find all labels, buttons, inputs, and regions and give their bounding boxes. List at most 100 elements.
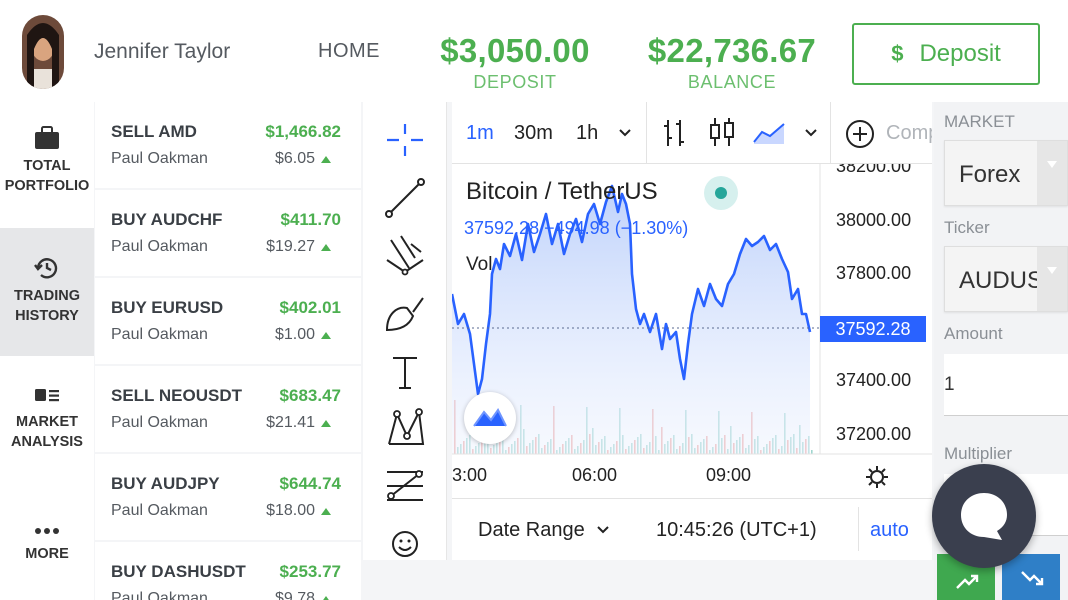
trend-down-icon (1021, 571, 1044, 586)
x-tick-label: 3:00 (452, 465, 488, 485)
toolbar-divider (858, 507, 859, 551)
ticker-label: Ticker (944, 218, 990, 237)
toolbar-divider (830, 102, 831, 163)
amount-value: 1 (944, 374, 955, 395)
trade-amount: $683.47 (279, 386, 341, 405)
trade-price: $9.78 (274, 590, 315, 600)
change-percent: (−1.30%) (614, 218, 689, 238)
prediction-tool[interactable] (383, 464, 427, 508)
list-item[interactable]: BUY EURUSD $402.01 Paul Oakman $1.00 (95, 278, 361, 364)
up-arrow-icon (321, 244, 331, 251)
home-link[interactable]: HOME (318, 40, 380, 62)
list-item[interactable]: BUY AUDJPY $644.74 Paul Oakman $18.00 (95, 454, 361, 540)
trade-amount: $402.01 (279, 298, 341, 317)
pattern-icon (388, 408, 425, 445)
trade-title: SELL NEOUSDT (111, 386, 242, 405)
y-tick-label: 37800.00 (836, 263, 912, 283)
avatar[interactable] (22, 15, 64, 89)
y-tick-label: 38000.00 (836, 210, 912, 230)
up-arrow-icon (321, 420, 331, 427)
x-tick-label: 09:00 (706, 465, 752, 485)
dollar-icon: $ (891, 41, 904, 66)
list-item[interactable]: BUY DASHUSDT $253.77 Paul Oakman $9.78 (95, 542, 361, 600)
list-item[interactable]: BUY AUDCHF $411.70 Paul Oakman $19.27 (95, 190, 361, 276)
deposit-amount: $3,050.00 (440, 32, 590, 69)
trade-user: Paul Oakman (111, 590, 208, 600)
up-arrow-icon (321, 596, 331, 600)
price-line (452, 184, 812, 396)
timeframe-30m[interactable]: 30m (514, 122, 553, 144)
chevron-down-icon[interactable] (804, 126, 818, 140)
text-icon (393, 357, 417, 389)
ticker-select[interactable]: AUDUSD (944, 246, 1068, 312)
nav-more[interactable]: MORE (0, 524, 94, 584)
crosshair-tool[interactable] (383, 118, 427, 162)
trade-user: Paul Oakman (111, 238, 208, 255)
x-tick-label: 06:00 (572, 465, 618, 485)
trade-user: Paul Oakman (111, 414, 208, 431)
toolbar-divider (646, 102, 647, 163)
nav-label-line2: ANALYSIS (11, 434, 83, 450)
trade-amount: $1,466.82 (265, 122, 341, 141)
settings-gear-icon[interactable] (864, 464, 890, 490)
trade-title: BUY AUDJPY (111, 474, 220, 493)
pattern-tool[interactable] (383, 406, 427, 450)
list-item[interactable]: SELL NEOUSDT $683.47 Paul Oakman $21.41 (95, 366, 361, 452)
nav-total-portfolio[interactable]: TOTAL PORTFOLIO (0, 126, 94, 206)
auto-scale-button[interactable]: auto (870, 519, 909, 541)
volume-legend: Vol (466, 254, 493, 275)
nav-market-analysis[interactable]: MARKET ANALYSIS (0, 386, 94, 466)
list-item[interactable]: SELL AMD $1,466.82 Paul Oakman $6.05 (95, 102, 361, 188)
brush-tool[interactable] (383, 290, 427, 334)
nav-label-line2: HISTORY (15, 308, 79, 324)
analysis-icon (35, 389, 59, 402)
balance-stat: $22,736.67 BALANCE (642, 32, 822, 93)
trade-history-list: SELL AMD $1,466.82 Paul Oakman $6.05 BUY… (95, 102, 361, 600)
amount-input[interactable]: 1 (944, 354, 1068, 416)
trade-price: $19.27 (266, 238, 315, 255)
y-tick-label: 37200.00 (836, 424, 912, 444)
chart-clock: 10:45:26 (UTC+1) (656, 519, 817, 541)
change-value: −494.98 (544, 218, 610, 238)
price-chart[interactable]: Bitcoin / TetherUS 37592.28 −494.98 (−1.… (452, 164, 932, 498)
deposit-label: DEPOSIT (473, 72, 557, 92)
nav-trading-history[interactable]: TRADING HISTORY (0, 228, 94, 356)
chevron-down-icon[interactable] (618, 126, 632, 140)
deposit-button-label: Deposit (919, 40, 1001, 67)
trade-price: $18.00 (266, 502, 315, 519)
trade-price: $1.00 (274, 326, 315, 343)
deposit-button[interactable]: $ Deposit (852, 23, 1040, 85)
date-range-button[interactable]: Date Range (478, 519, 610, 542)
timeframe-1m[interactable]: 1m (466, 122, 494, 144)
sell-button[interactable] (1002, 554, 1060, 600)
trade-title: BUY AUDCHF (111, 210, 223, 229)
chevron-down-icon (1037, 141, 1067, 205)
smiley-icon (392, 531, 418, 557)
text-tool[interactable] (383, 350, 427, 394)
chart-canvas[interactable] (452, 164, 932, 498)
nav-label-line1: MORE (25, 546, 69, 562)
tradingview-logo[interactable] (464, 392, 516, 444)
market-value: Forex (959, 161, 1021, 188)
trade-user: Paul Oakman (111, 502, 208, 519)
timeframe-1h[interactable]: 1h (576, 122, 599, 144)
trend-up-icon (956, 574, 979, 589)
brush-icon (385, 297, 424, 332)
add-circle-icon[interactable] (844, 118, 876, 150)
area-chart-icon[interactable] (752, 120, 786, 146)
chat-bubble-icon (961, 493, 1007, 540)
market-select[interactable]: Forex (944, 140, 1068, 206)
chat-button[interactable] (932, 464, 1036, 568)
trend-line-tool[interactable] (383, 176, 427, 220)
emoji-tool[interactable] (383, 522, 427, 566)
volume-bar (811, 450, 813, 454)
compare-button[interactable]: Compare (886, 122, 932, 144)
pitchfork-icon (386, 235, 424, 276)
pitchfork-tool[interactable] (383, 232, 427, 276)
bar-chart-icon[interactable] (660, 118, 688, 148)
user-name: Jennifer Taylor (94, 40, 231, 63)
trade-amount: $644.74 (279, 474, 341, 493)
multiplier-label: Multiplier (944, 444, 1013, 463)
trade-title: BUY DASHUSDT (111, 562, 246, 581)
candlestick-icon[interactable] (708, 116, 736, 148)
